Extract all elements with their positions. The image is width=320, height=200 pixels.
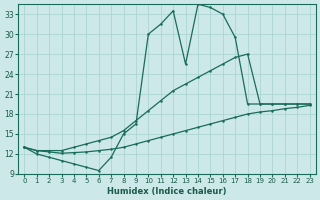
X-axis label: Humidex (Indice chaleur): Humidex (Indice chaleur) <box>107 187 227 196</box>
